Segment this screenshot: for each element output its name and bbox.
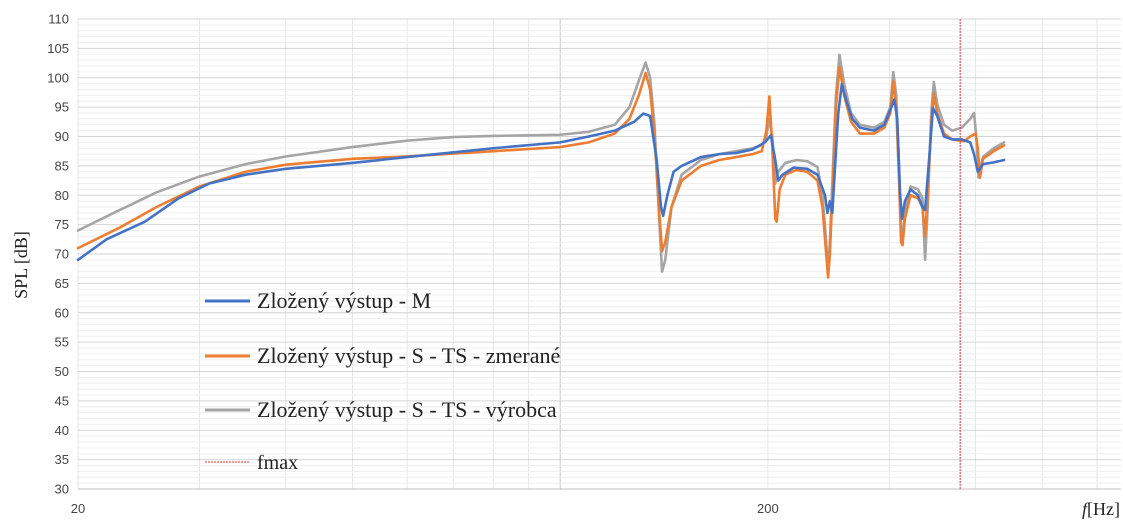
y-tick-label: 70 [55, 247, 69, 262]
y-tick-label: 55 [55, 335, 69, 350]
y-tick-label: 95 [55, 100, 69, 115]
x-tick-label: 20 [71, 501, 85, 516]
legend-label-zmerane: Zložený výstup - S - TS - zmerané [257, 343, 560, 368]
x-tick-labels: 20 200 [71, 501, 779, 516]
series-line-2 [76, 53, 1006, 273]
y-tick-label: 100 [47, 70, 69, 85]
y-tick-label: 30 [55, 482, 69, 497]
legend-label-vyrobca: Zložený výstup - S - TS - výrobca [257, 397, 557, 422]
series-lines [76, 53, 1006, 279]
y-tick-label: 105 [47, 41, 69, 56]
x-tick-label: 200 [757, 501, 779, 516]
y-tick-label: 65 [55, 276, 69, 291]
x-axis-unit: [Hz] [1087, 499, 1120, 519]
y-tick-label: 45 [55, 393, 69, 408]
y-tick-label: 35 [55, 452, 69, 467]
y-tick-label: 85 [55, 158, 69, 173]
y-tick-label: 110 [48, 12, 69, 27]
x-axis-var: f [1082, 499, 1090, 519]
y-tick-label: 75 [55, 217, 69, 232]
x-axis-title: f[Hz] [1082, 499, 1120, 519]
y-tick-label: 50 [55, 364, 69, 379]
legend: Zložený výstup - M Zložený výstup - S - … [205, 288, 560, 474]
y-tick-label: 80 [55, 188, 69, 203]
y-tick-labels: 30 35 40 45 50 55 60 65 70 75 80 85 90 95 100 105 110 [47, 12, 69, 497]
y-tick-label: 60 [55, 305, 69, 320]
y-axis-title: SPL [dB] [11, 231, 31, 299]
legend-label-m: Zložený výstup - M [257, 288, 431, 313]
y-tick-label: 90 [55, 129, 69, 144]
grid [77, 18, 1121, 490]
series-line-0 [76, 82, 1006, 262]
y-tick-label: 40 [55, 423, 69, 438]
legend-label-fmax: fmax [257, 452, 298, 474]
